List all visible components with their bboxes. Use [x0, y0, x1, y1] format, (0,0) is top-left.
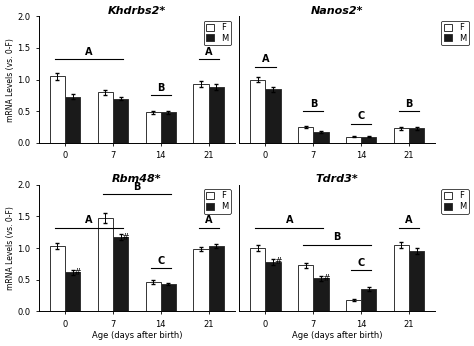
X-axis label: Age (days after birth): Age (days after birth) — [91, 331, 182, 340]
X-axis label: Age (days after birth): Age (days after birth) — [292, 331, 383, 340]
Title: Rbm48*: Rbm48* — [112, 174, 162, 184]
Bar — [209, 87, 224, 143]
Legend: F, M: F, M — [203, 20, 231, 45]
Text: A: A — [262, 54, 269, 64]
Text: B: B — [310, 99, 317, 109]
Text: #: # — [74, 267, 81, 276]
Title: Khdrbs2*: Khdrbs2* — [108, 6, 166, 16]
Bar — [193, 84, 209, 143]
Bar — [209, 246, 224, 311]
Bar — [65, 272, 81, 311]
Legend: F, M: F, M — [441, 189, 469, 214]
Text: C: C — [357, 111, 365, 121]
Legend: F, M: F, M — [441, 20, 469, 45]
Text: B: B — [334, 233, 341, 243]
Bar — [65, 97, 81, 143]
Bar — [161, 112, 176, 143]
Bar — [113, 237, 128, 311]
Bar — [346, 300, 361, 311]
Bar — [409, 128, 424, 143]
Title: Nanos2*: Nanos2* — [311, 6, 364, 16]
Y-axis label: mRNA Levels (vs. 0-F): mRNA Levels (vs. 0-F) — [6, 38, 15, 121]
Bar — [298, 265, 313, 311]
Bar — [361, 137, 376, 143]
Text: C: C — [157, 256, 164, 266]
Y-axis label: mRNA Levels (vs. 0-F): mRNA Levels (vs. 0-F) — [6, 206, 15, 290]
Bar — [161, 284, 176, 311]
Text: A: A — [205, 47, 212, 57]
Bar — [298, 127, 313, 143]
Bar — [313, 132, 328, 143]
Text: #: # — [322, 274, 329, 283]
Legend: F, M: F, M — [203, 189, 231, 214]
Text: B: B — [133, 182, 141, 192]
Bar — [250, 80, 265, 143]
Title: Tdrd3*: Tdrd3* — [316, 174, 359, 184]
Bar — [394, 128, 409, 143]
Bar — [346, 137, 361, 143]
Bar — [98, 218, 113, 311]
Text: #: # — [274, 257, 282, 266]
Bar — [250, 248, 265, 311]
Bar — [50, 76, 65, 143]
Bar — [113, 99, 128, 143]
Text: A: A — [205, 215, 212, 225]
Text: #: # — [121, 233, 129, 242]
Text: A: A — [85, 47, 93, 57]
Bar — [265, 262, 281, 311]
Bar — [394, 245, 409, 311]
Bar — [361, 289, 376, 311]
Text: A: A — [85, 215, 93, 225]
Text: B: B — [405, 99, 413, 109]
Bar — [146, 112, 161, 143]
Bar — [146, 282, 161, 311]
Bar — [409, 251, 424, 311]
Text: B: B — [157, 83, 164, 93]
Bar — [313, 279, 328, 311]
Text: A: A — [286, 215, 293, 225]
Bar — [193, 249, 209, 311]
Bar — [98, 92, 113, 143]
Bar — [50, 246, 65, 311]
Bar — [265, 89, 281, 143]
Text: A: A — [405, 215, 413, 225]
Text: C: C — [357, 258, 365, 268]
